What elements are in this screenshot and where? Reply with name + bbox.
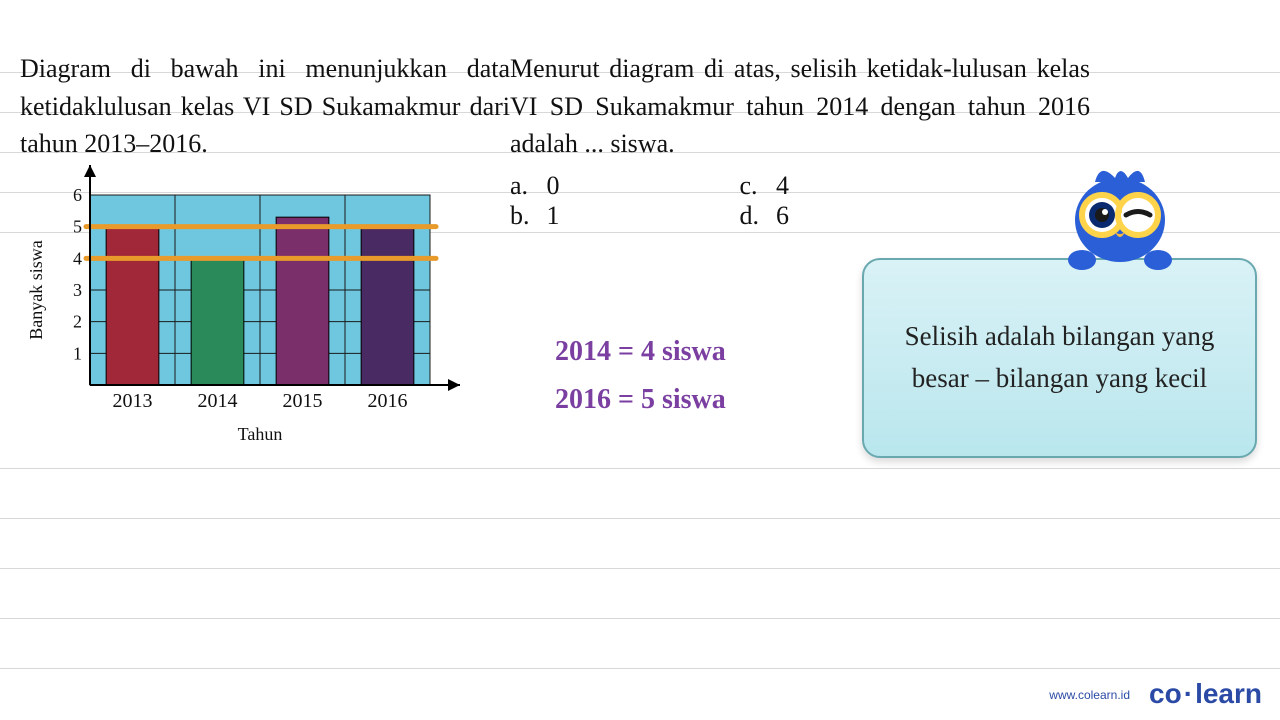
page: Diagram di bawah ini menunjukkan data ke… xyxy=(0,0,1280,720)
svg-text:3: 3 xyxy=(73,280,82,300)
option-d: d. 6 xyxy=(740,201,790,231)
svg-text:Tahun: Tahun xyxy=(238,424,283,444)
svg-text:2015: 2015 xyxy=(283,390,323,412)
svg-text:6: 6 xyxy=(73,185,82,205)
left-column: Diagram di bawah ini menunjukkan data ke… xyxy=(20,50,510,163)
tip-text: Selisih adalah bilangan yang besar – bil… xyxy=(884,316,1235,400)
brand-logo: co·learn xyxy=(1149,678,1262,710)
svg-text:5: 5 xyxy=(73,217,82,237)
handwritten-line-1: 2014 = 4 siswa xyxy=(555,328,726,376)
svg-text:Banyak siswa: Banyak siswa xyxy=(26,240,46,339)
tip-box: Selisih adalah bilangan yang besar – bil… xyxy=(862,258,1257,458)
svg-text:2013: 2013 xyxy=(113,390,153,412)
brand-url: www.colearn.id xyxy=(1049,688,1130,702)
svg-text:2: 2 xyxy=(73,312,82,332)
svg-text:1: 1 xyxy=(73,343,82,363)
option-b: b. 1 xyxy=(510,201,560,231)
mascot-owl-icon xyxy=(1060,160,1180,270)
option-c: c. 4 xyxy=(740,171,790,201)
handwritten-line-2: 2016 = 5 siswa xyxy=(555,376,726,424)
question-text: Menurut diagram di atas, selisih ketidak… xyxy=(510,50,1090,163)
handwritten-notes: 2014 = 4 siswa 2016 = 5 siswa xyxy=(555,328,726,423)
bar-chart-svg: 1 2 3 4 5 6 2013 2014 2015 2016 Tahun Banyak sis… xyxy=(20,165,480,445)
svg-text:2016: 2016 xyxy=(368,390,408,412)
svg-text:4: 4 xyxy=(73,248,82,268)
option-a: a. 0 xyxy=(510,171,560,201)
left-prompt-text: Diagram di bawah ini menunjukkan data ke… xyxy=(20,50,510,163)
bar-chart: 1 2 3 4 5 6 2013 2014 2015 2016 Tahun Banyak sis… xyxy=(20,165,480,445)
svg-text:2014: 2014 xyxy=(198,390,238,412)
